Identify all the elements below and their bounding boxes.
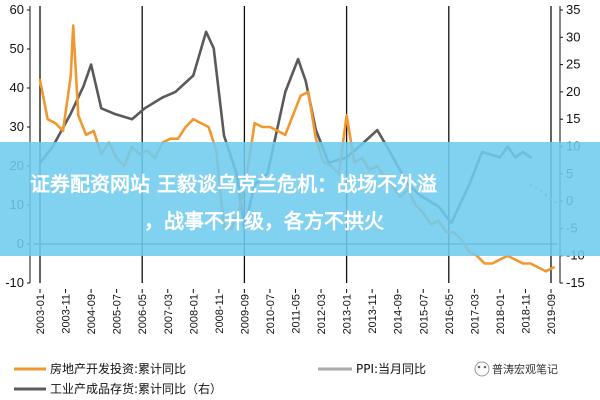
right-tick-label: -15 (566, 275, 585, 290)
watermark-text: 普涛宏观笔记 (492, 362, 558, 376)
legend: 房地产开发投资:累计同比 工业产成品存货:累计同比（右） PPI:当月同比 (14, 361, 426, 396)
x-tick-label: 2007-03 (163, 294, 175, 334)
left-tick-label: 60 (10, 2, 24, 17)
left-tick-label: 40 (10, 80, 24, 95)
x-tick-label: 2015-07 (418, 294, 430, 334)
right-tick-label: 15 (566, 111, 580, 126)
x-tick-label: 2010-07 (265, 294, 277, 334)
left-tick-label: 50 (10, 41, 24, 56)
right-tick-label: 20 (566, 84, 580, 99)
x-tick-label: 2009-09 (239, 294, 251, 334)
x-tick-label: 2006-05 (137, 294, 149, 334)
x-tick-label: 2013-01 (342, 294, 354, 334)
watermark: 普涛宏观笔记 (474, 361, 558, 377)
headline-banner (0, 142, 600, 256)
x-tick-label: 2016-05 (444, 294, 456, 334)
wechat-icon-eye-right (483, 365, 487, 369)
legend-label-inventory: 工业产成品存货:累计同比（右） (50, 381, 222, 396)
x-tick-label: 2011-05 (291, 294, 303, 334)
x-tick-label: 2018-01 (495, 294, 507, 334)
x-axis: 2003-01 2003-11 2004-09 2005-07 2006-05 2007-… (35, 289, 558, 334)
legend-label-ppi: PPI:当月同比 (356, 362, 426, 376)
right-tick-label: 35 (566, 2, 580, 17)
x-tick-label: 2003-11 (61, 294, 73, 334)
headline-line-1: 证券配资网站 王毅谈乌克兰危机：战场不外溢 (30, 172, 437, 196)
x-tick-label: 2017-03 (469, 294, 481, 334)
x-tick-label: 2004-09 (86, 294, 98, 334)
wechat-icon-eye-left (477, 365, 481, 369)
x-tick-label: 2005-07 (112, 294, 124, 334)
x-tick-label: 2012-03 (316, 294, 328, 334)
x-tick-label: 2014-09 (393, 294, 405, 334)
x-tick-label: 2008-01 (188, 294, 200, 334)
headline-line-2: ，战事不升级，各方不拱火 (144, 209, 385, 233)
right-tick-label: 25 (566, 57, 580, 72)
left-tick-label: 30 (10, 119, 24, 134)
wechat-icon (474, 361, 490, 377)
left-tick-label: -10 (5, 275, 24, 290)
x-tick-label: 2008-11 (214, 294, 226, 334)
x-tick-label: 2003-01 (35, 294, 47, 334)
legend-label-real-estate: 房地产开发投资:累计同比 (50, 361, 186, 376)
x-tick-label: 2018-11 (520, 294, 532, 334)
x-tick-label: 2013-11 (367, 294, 379, 334)
right-tick-label: 30 (566, 29, 580, 44)
x-tick-label: 2019-09 (546, 294, 558, 334)
